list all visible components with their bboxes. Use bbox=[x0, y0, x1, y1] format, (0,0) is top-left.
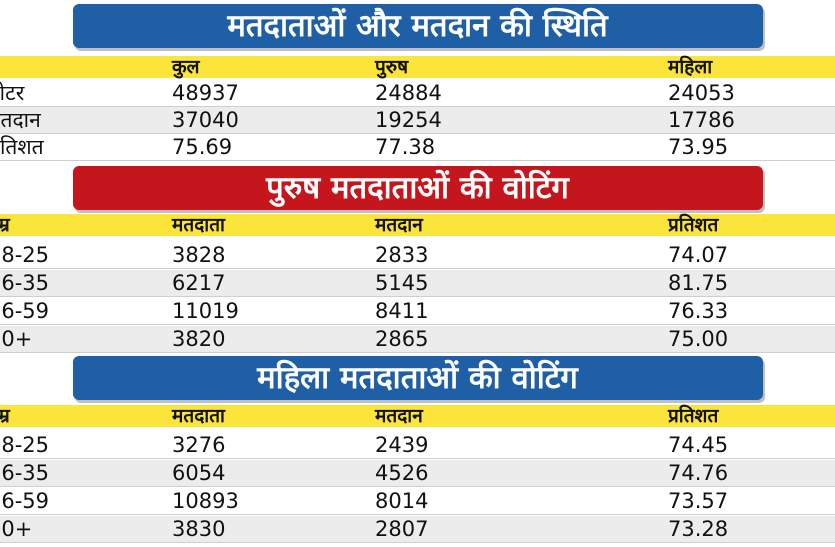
header-cell: पुरुष bbox=[375, 56, 409, 78]
table-row: 26-35 6054 4526 74.76 bbox=[0, 460, 835, 487]
table-cell: 81.75 bbox=[668, 271, 729, 295]
row-label: 36-59 bbox=[0, 299, 50, 323]
table-row: प्रतिशत 75.69 77.38 73.95 bbox=[0, 134, 835, 161]
header-cell: उम्र bbox=[0, 405, 10, 427]
table-cell: 76.33 bbox=[668, 299, 729, 323]
table-cell: 11019 bbox=[172, 299, 239, 323]
row-label: 18-25 bbox=[0, 433, 50, 457]
table-cell: 6217 bbox=[172, 271, 226, 295]
header-cell: उम्र bbox=[0, 214, 10, 236]
header-cell: मतदान bbox=[375, 405, 423, 427]
table-row: 36-59 11019 8411 76.33 bbox=[0, 298, 835, 325]
header-cell: कुल bbox=[172, 56, 200, 78]
row-label: 36-59 bbox=[0, 489, 50, 513]
table-cell: 5145 bbox=[375, 271, 429, 295]
row-label: 18-25 bbox=[0, 243, 50, 267]
table-cell: 73.95 bbox=[668, 135, 729, 159]
table-cell: 77.38 bbox=[375, 135, 436, 159]
header-cell: प्रतिशत bbox=[668, 405, 719, 427]
table-cell: 24053 bbox=[668, 81, 735, 105]
table-cell: 2865 bbox=[375, 327, 429, 351]
section-title-female-voting: महिला मतदाताओं की वोटिंग bbox=[72, 356, 763, 400]
table-cell: 48937 bbox=[172, 81, 239, 105]
table-header: उम्र मतदाता मतदान प्रतिशत bbox=[0, 405, 835, 427]
row-label: 60+ bbox=[0, 327, 33, 351]
table-cell: 74.07 bbox=[668, 243, 729, 267]
table-cell: 2833 bbox=[375, 243, 429, 267]
row-label: मतदान bbox=[0, 108, 41, 132]
table-cell: 4526 bbox=[375, 461, 429, 485]
table-cell: 3276 bbox=[172, 433, 226, 457]
table-cell: 24884 bbox=[375, 81, 442, 105]
table-cell: 3830 bbox=[172, 517, 226, 541]
section-title-male-voting: पुरुष मतदाताओं की वोटिंग bbox=[72, 166, 763, 210]
header-cell: मतदाता bbox=[172, 214, 225, 236]
table-cell: 75.69 bbox=[172, 135, 233, 159]
table-cell: 19254 bbox=[375, 108, 442, 132]
header-cell: प्रतिशत bbox=[668, 214, 719, 236]
table-cell: 73.28 bbox=[668, 517, 729, 541]
row-label: 26-35 bbox=[0, 461, 50, 485]
table-header: कुल पुरुष महिला bbox=[0, 56, 835, 78]
table-cell: 74.45 bbox=[668, 433, 729, 457]
table-row: 18-25 3828 2833 74.07 bbox=[0, 242, 835, 269]
table-row: 18-25 3276 2439 74.45 bbox=[0, 432, 835, 459]
table-row: 36-59 10893 8014 73.57 bbox=[0, 488, 835, 515]
table-cell: 3820 bbox=[172, 327, 226, 351]
row-label: प्रतिशत bbox=[0, 135, 44, 159]
section-title-voter-status: मतदाताओं और मतदान की स्थिति bbox=[72, 4, 763, 48]
table-cell: 3828 bbox=[172, 243, 226, 267]
table-cell: 2807 bbox=[375, 517, 429, 541]
table-cell: 8411 bbox=[375, 299, 429, 323]
table-row: वोटर 48937 24884 24053 bbox=[0, 80, 835, 107]
header-cell: मतदाता bbox=[172, 405, 225, 427]
table-cell: 8014 bbox=[375, 489, 429, 513]
table-row: 26-35 6217 5145 81.75 bbox=[0, 270, 835, 297]
row-label: 60+ bbox=[0, 517, 33, 541]
header-cell: मतदान bbox=[375, 214, 423, 236]
table-cell: 6054 bbox=[172, 461, 226, 485]
table-row: 60+ 3830 2807 73.28 bbox=[0, 516, 835, 543]
header-cell: महिला bbox=[668, 56, 713, 78]
table-row: मतदान 37040 19254 17786 bbox=[0, 107, 835, 134]
table-cell: 10893 bbox=[172, 489, 239, 513]
table-header: उम्र मतदाता मतदान प्रतिशत bbox=[0, 214, 835, 236]
table-cell: 17786 bbox=[668, 108, 735, 132]
table-cell: 73.57 bbox=[668, 489, 729, 513]
table-row: 60+ 3820 2865 75.00 bbox=[0, 326, 835, 353]
row-label: वोटर bbox=[0, 81, 25, 105]
table-cell: 75.00 bbox=[668, 327, 729, 351]
row-label: 26-35 bbox=[0, 271, 50, 295]
table-cell: 37040 bbox=[172, 108, 239, 132]
table-cell: 2439 bbox=[375, 433, 429, 457]
table-cell: 74.76 bbox=[668, 461, 729, 485]
